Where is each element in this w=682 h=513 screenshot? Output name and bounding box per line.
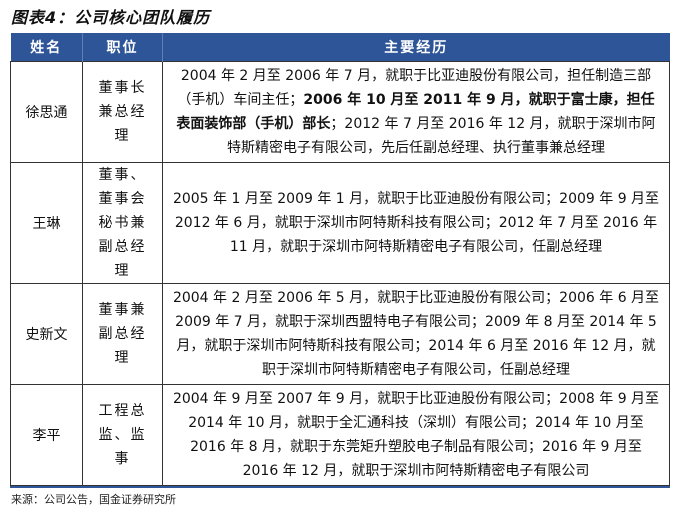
experience-segment: 2004 年 2 月至 2006 年 5 月，就职于比亚迪股份有限公司；2006… (172, 290, 660, 378)
person-experience: 2004 年 9 月至 2007 年 9 月，就职于比亚迪股份有限公司；2008… (162, 384, 670, 486)
figure-title: 图表4：公司核心团队履历 (11, 8, 211, 27)
experience-segment: 2005 年 1 月至 2009 年 1 月，就职于比亚迪股份有限公司；2009… (172, 191, 660, 255)
table-header: 姓名 职位 主要经历 (10, 33, 670, 62)
person-position: 董事、董事会秘书兼副总经理 (82, 162, 163, 284)
person-position: 董事长兼总经理 (82, 61, 163, 163)
experience-segment: 2006 年 10 月至 2011 年 9 月，就职于富士康，担任表面装饰部（手… (176, 92, 655, 132)
header-experience: 主要经历 (162, 33, 670, 62)
person-position: 董事兼副总经理 (82, 283, 163, 385)
header-position: 职位 (82, 33, 163, 62)
person-name: 史新文 (10, 283, 83, 385)
table-row: 徐思通 董事长兼总经理 2004 年 2 月至 2006 年 7 月，就职于比亚迪股… (10, 61, 670, 163)
table-row: 王琳 董事、董事会秘书兼副总经理 2005 年 1 月至 2009 年 1 月，就职… (10, 162, 670, 284)
source-note: 来源：公司公告，国金证券研究所 (11, 493, 176, 506)
person-name: 李平 (10, 384, 83, 486)
experience-segment: 2004 年 9 月至 2007 年 9 月，就职于比亚迪股份有限公司；2008… (172, 391, 660, 479)
header-name: 姓名 (10, 33, 83, 62)
person-experience: 2004 年 2 月至 2006 年 5 月，就职于比亚迪股份有限公司；2006… (162, 283, 670, 385)
table-row: 李平 工程总监、监事 2004 年 9 月至 2007 年 9 月，就职于比亚迪股份… (10, 384, 670, 486)
experience-segment: 2004 年 2 月至 2006 年 7 月，就职于比亚迪股份有限公司，担任制造… (177, 68, 652, 108)
person-experience: 2004 年 2 月至 2006 年 7 月，就职于比亚迪股份有限公司，担任制造… (162, 61, 670, 163)
person-name: 徐思通 (10, 61, 83, 163)
person-position: 工程总监、监事 (82, 384, 163, 486)
table-row: 史新文 董事兼副总经理 2004 年 2 月至 2006 年 5 月，就职于比亚迪股… (10, 283, 670, 385)
experience-segment: ；2012 年 7 月至 2016 年 12 月，就职于深圳市阿特斯精密电子有限… (227, 116, 656, 156)
person-experience: 2005 年 1 月至 2009 年 1 月，就职于比亚迪股份有限公司；2009… (162, 162, 670, 284)
person-name: 王琳 (10, 162, 83, 284)
table-bottom-rule (10, 486, 670, 488)
team-table: 姓名 职位 主要经历 徐思通 董事长兼总经理 2004 年 2 月至 2006 年 … (10, 33, 670, 486)
